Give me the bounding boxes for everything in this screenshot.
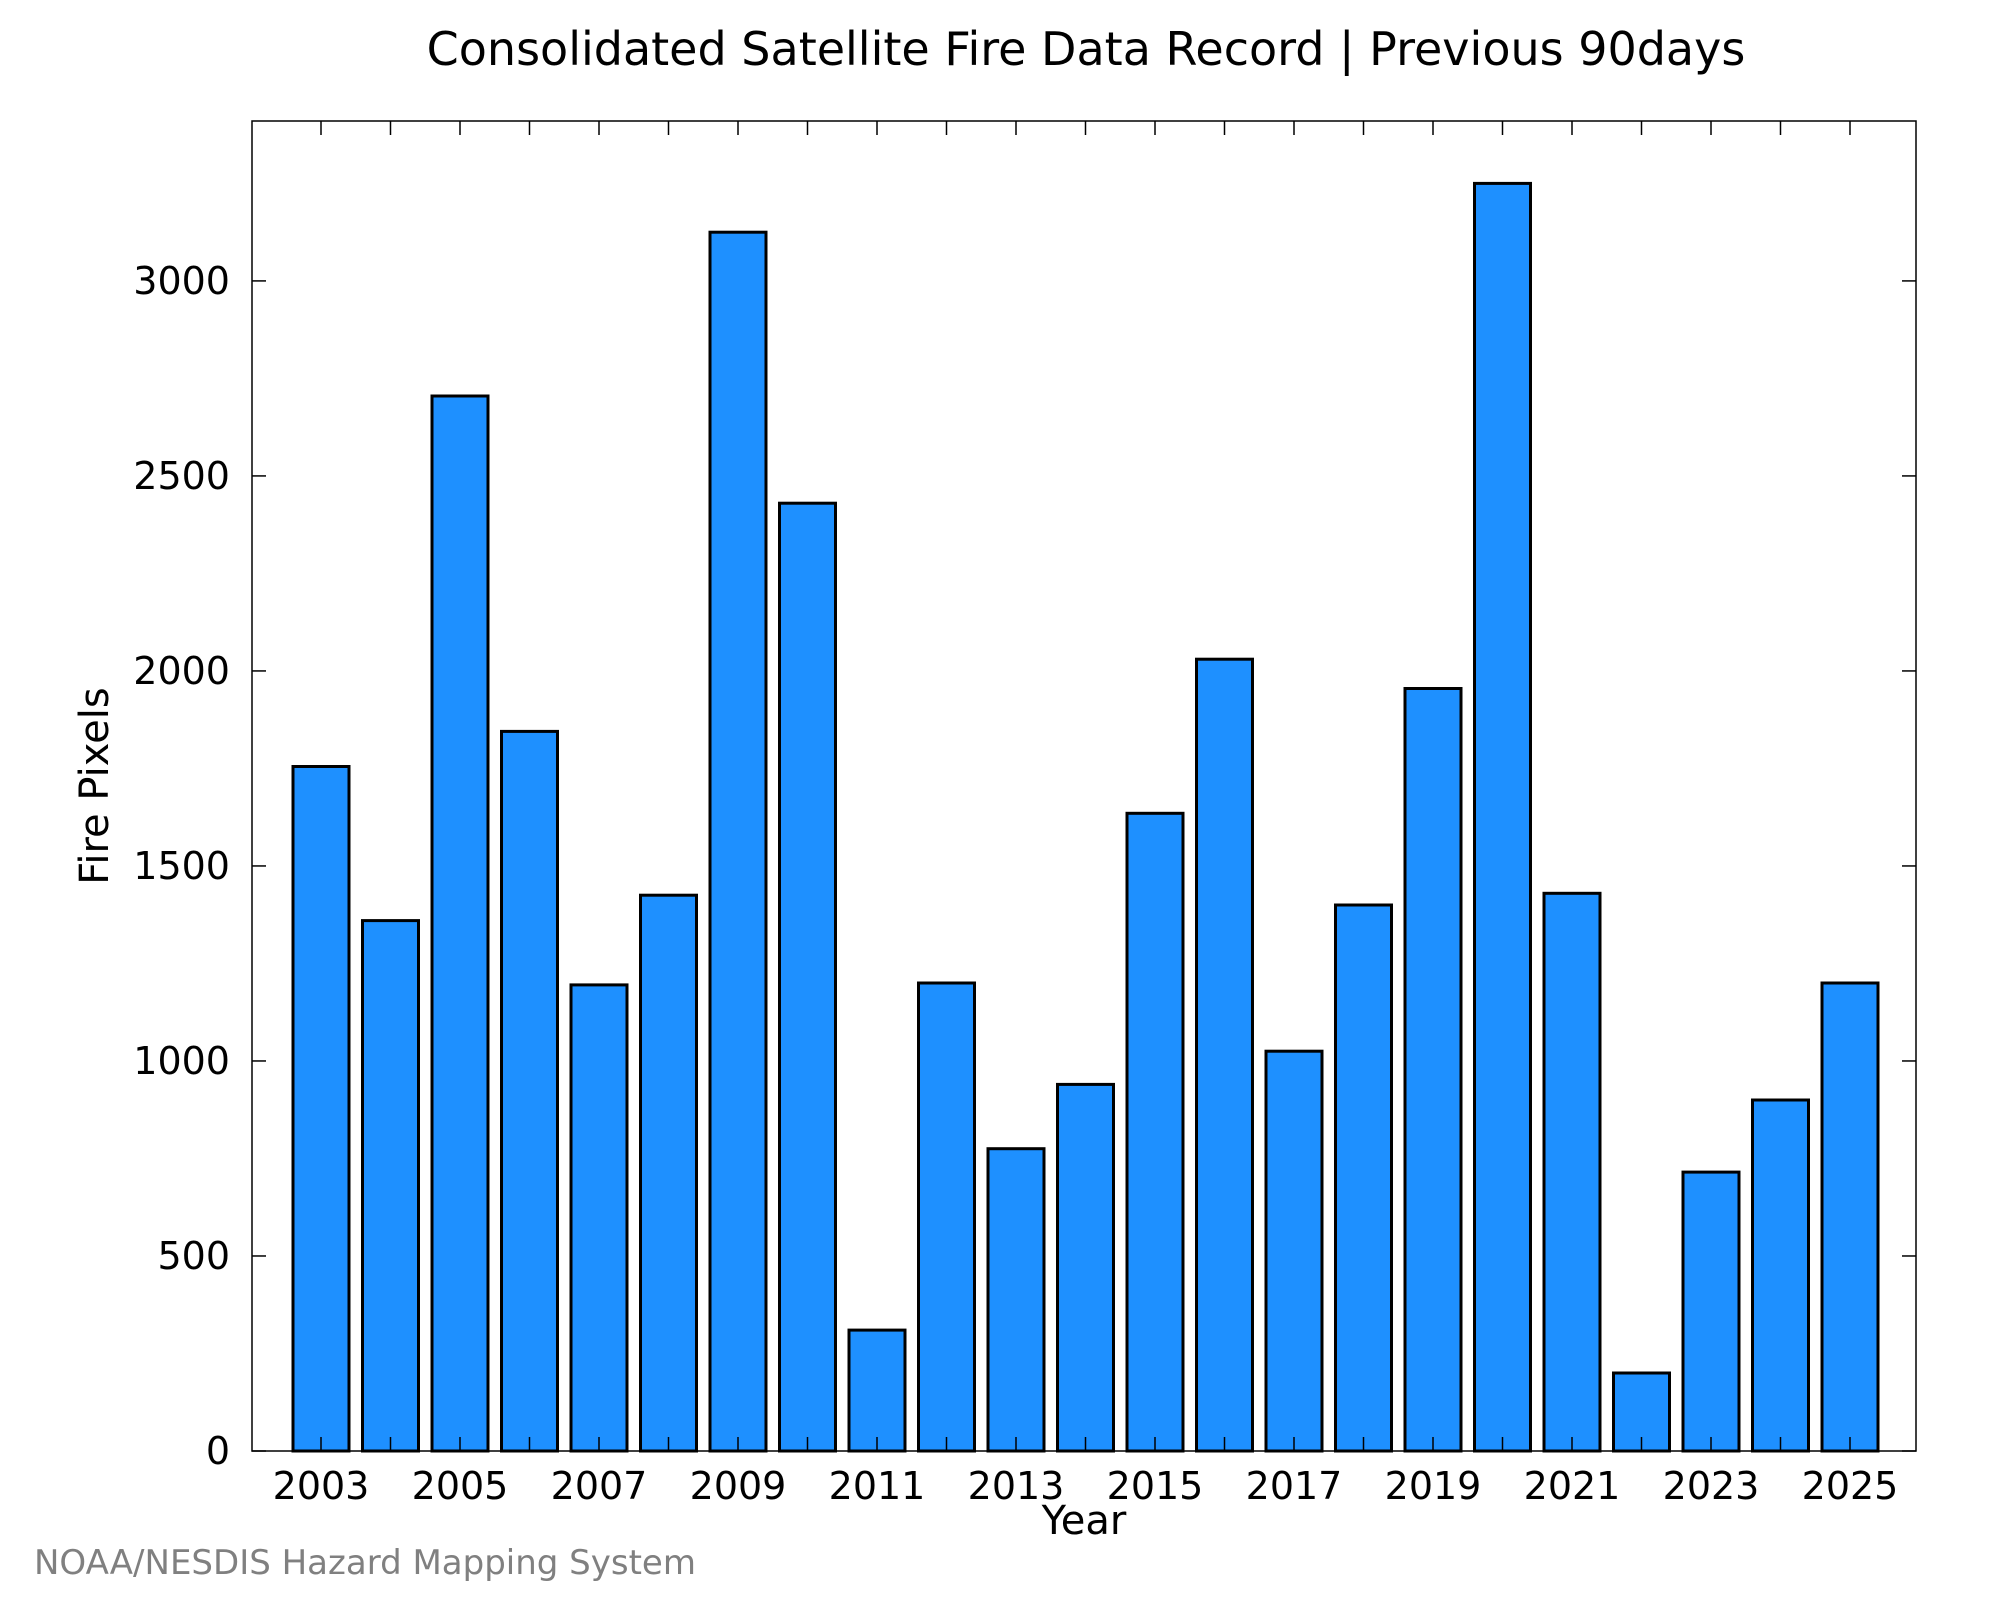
bar-2003 (291, 765, 351, 1453)
plot-frame (251, 120, 1917, 1452)
bar-2014 (1056, 1082, 1115, 1453)
x-tick-label-2007: 2007 (551, 1464, 648, 1508)
bar-2008 (639, 893, 698, 1453)
bar-2012 (917, 981, 976, 1453)
bar-2004 (361, 919, 420, 1453)
bar-2025 (1820, 981, 1880, 1453)
x-tick-label-2017: 2017 (1246, 1464, 1343, 1508)
bar-2013 (986, 1147, 1046, 1453)
bar-2023 (1681, 1170, 1741, 1453)
x-tick-label-2003: 2003 (273, 1464, 370, 1508)
x-tick-label-2019: 2019 (1385, 1464, 1482, 1508)
x-tick-label-2015: 2015 (1107, 1464, 1204, 1508)
y-tick-label-2000: 2000 (133, 649, 230, 693)
bar-2017 (1264, 1049, 1324, 1453)
bar-2005 (430, 394, 490, 1453)
chart-title: Consolidated Satellite Fire Data Record … (427, 22, 1746, 77)
x-tick-label-2025: 2025 (1802, 1464, 1899, 1508)
bar-2007 (569, 983, 629, 1453)
y-tick-label-2500: 2500 (133, 454, 230, 498)
bar-2015 (1125, 811, 1185, 1453)
y-tick-label-3000: 3000 (133, 259, 230, 303)
x-tick-label-2021: 2021 (1524, 1464, 1621, 1508)
bar-2024 (1751, 1098, 1810, 1453)
x-tick-label-2005: 2005 (412, 1464, 509, 1508)
bar-2020 (1473, 181, 1532, 1453)
x-tick-label-2011: 2011 (829, 1464, 926, 1508)
credit-text: NOAA/NESDIS Hazard Mapping System (34, 1543, 696, 1583)
y-tick-label-500: 500 (157, 1234, 230, 1278)
y-tick-label-1500: 1500 (133, 844, 230, 888)
x-tick-label-2013: 2013 (968, 1464, 1065, 1508)
axis-ticks-group: 0 500 1000 1500 2000 2500 3000 2003 2005 2007 2009… (133, 121, 1916, 1508)
y-axis-label: Fire Pixels (72, 687, 118, 884)
x-axis-label: Year (1041, 1498, 1127, 1544)
bar-2021 (1542, 891, 1602, 1453)
bar-2006 (500, 729, 559, 1453)
bar-2016 (1195, 657, 1254, 1453)
bars-group (291, 181, 1880, 1453)
x-tick-label-2023: 2023 (1663, 1464, 1760, 1508)
bar-2019 (1403, 687, 1463, 1453)
bar-2010 (778, 501, 837, 1453)
bar-2018 (1334, 903, 1393, 1453)
x-tick-label-2009: 2009 (690, 1464, 787, 1508)
y-tick-label-0: 0 (206, 1429, 230, 1473)
y-tick-label-1000: 1000 (133, 1039, 230, 1083)
bar-2011 (847, 1328, 907, 1453)
bar-2009 (708, 230, 768, 1453)
